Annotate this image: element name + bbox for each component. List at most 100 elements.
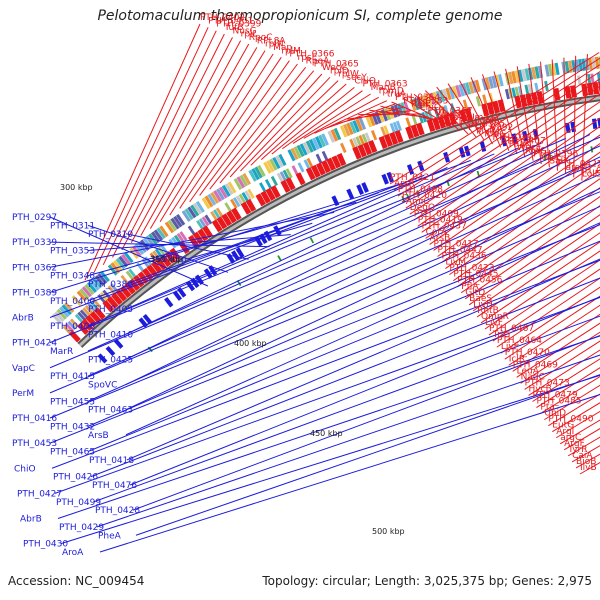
reverse-gene-arrow [113,338,124,349]
reverse-gene-label: PTH_0453 [12,439,57,449]
reverse-gene-label: PTH_0339 [12,238,57,248]
cog-ring-outer-block [514,70,521,83]
forward-gene-arrow [280,179,291,193]
cog-ring-outer-block [435,90,443,104]
reverse-label-leader-line [125,233,249,260]
reverse-gene-arrow [406,164,415,175]
cog-ring-outer-block [333,127,342,141]
forward-gene-arrow [383,133,393,147]
reverse-label-leader-line [87,173,600,402]
cog-ring-outer-block [269,158,278,171]
cog-ring-outer-block [355,118,363,132]
reverse-gene-arrow [361,182,369,193]
forward-label-leader-line [551,59,558,171]
forward-gene-label: RfaG [525,146,547,156]
forward-gene-label: secY [346,73,367,83]
cog-ring-outer-block [438,89,446,103]
reverse-label-leader-line [187,222,313,260]
cog-ring-inner-block [577,75,582,86]
forward-gene-label: PTH_0490 [548,415,593,425]
forward-gene-label: RfaG [484,130,506,140]
forward-gene-label: PTH_0436 [441,252,486,262]
cog-ring-inner-block [321,150,329,162]
forward-gene-arrow [415,122,425,136]
cog-ring-outer-block [290,147,299,160]
cog-ring-outer-block [113,260,123,272]
forward-gene-label: PTH_0395 [574,166,600,176]
forward-gene-arrow [260,190,271,204]
reverse-gene-label: PTH_0310 [88,230,133,240]
forward-gene-arrow [226,210,237,224]
reverse-label-leader-line [87,137,566,352]
forward-gene-arrow [519,94,528,108]
reverse-gene-label: PTH_0389 [12,288,57,298]
cog-ring-outer-block [251,168,260,181]
reverse-gene-arrow [417,160,425,172]
cog-ring-outer-block [81,286,92,298]
cog-ring-outer-block [190,204,200,217]
forward-label-leader-line [149,47,258,229]
cog-ring-inner-block [306,157,314,169]
cog-ring-outer-block [547,63,554,77]
cog-ring-outer-block [321,133,329,146]
forward-gene-arrow [81,318,94,332]
reverse-label-leader-line [49,159,471,318]
forward-gene-label: UbiD [544,409,566,419]
cog-ring-inner-block [285,168,293,179]
cog-ring-outer-block [521,68,527,82]
cog-ring-inner-block [176,232,185,243]
forward-gene-arrow [486,101,495,115]
forward-gene-arrow [405,126,415,140]
cog-ring-outer-block [207,193,217,206]
forward-gene-label: PTH_0401 [208,16,253,26]
cog-ring-outer-block [368,113,376,127]
reverse-gene-label: PheA [98,531,122,541]
reverse-label-leader-line [57,335,600,519]
forward-gene-label: RPL8A [257,36,286,46]
reverse-gene-arrow [381,173,389,185]
cog-ring-inner-block [405,117,412,128]
cog-ring-outer-block [315,136,323,149]
cog-ring-outer-block [305,140,314,153]
forward-label-leader-line [492,268,600,342]
reverse-gene-label: PTH_0415 [50,372,95,382]
cog-ring-outer-block [156,227,166,240]
cog-ring-outer-block [327,130,336,143]
reverse-label-leader-line [87,205,600,427]
cog-ring-outer-block [451,85,459,99]
cog-ring-outer-block [227,181,237,194]
reverse-gene-label: PTH_0353 [50,247,95,257]
forward-gene-label: PTH_0385 [460,120,505,130]
cog-ring-outer-block [484,77,491,90]
forward-gene-label: PTH_0421 [390,173,435,183]
cog-ring-inner-block [230,198,238,209]
cog-ring-outer-block [343,123,351,137]
cog-ring-inner-block [62,325,72,335]
reverse-gene-label: PTH_0425 [88,355,133,365]
reverse-label-leader-line [49,216,209,287]
forward-label-leader-line [460,196,600,294]
map-title: Pelotomaculum thermopropionicum SI, comp… [97,8,503,24]
forward-label-leader-line [496,277,600,348]
forward-label-leader-line [380,105,436,122]
forward-gene-label: PTH_0383 [403,96,448,106]
cog-ring-outer-block [416,96,423,110]
cog-ring-inner-block [102,289,112,300]
reverse-label-leader-line [60,374,600,545]
cog-ring-outer-block [511,71,517,84]
forward-gene-label: PTH_0470 [505,348,550,358]
forward-gene-label: PTH_0479 [533,391,578,401]
forward-gene-arrow [378,135,388,149]
forward-gene-label: WecB [436,110,461,120]
forward-label-leader-line [508,304,600,366]
cog-ring-outer-block [534,66,540,79]
forward-gene-arrow [437,115,447,129]
kbp-tick-label: 350 kbp [150,255,183,264]
reverse-gene-label: PTH_0463 [88,406,133,416]
cog-ring-outer-block [164,221,175,234]
forward-label-leader-line [457,187,600,288]
reverse-gene-label: PTH_0416 [12,414,57,424]
forward-label-leader-line [112,33,225,258]
reverse-label-leader-line [87,145,600,377]
forward-gene-label: ArsB [430,233,451,243]
